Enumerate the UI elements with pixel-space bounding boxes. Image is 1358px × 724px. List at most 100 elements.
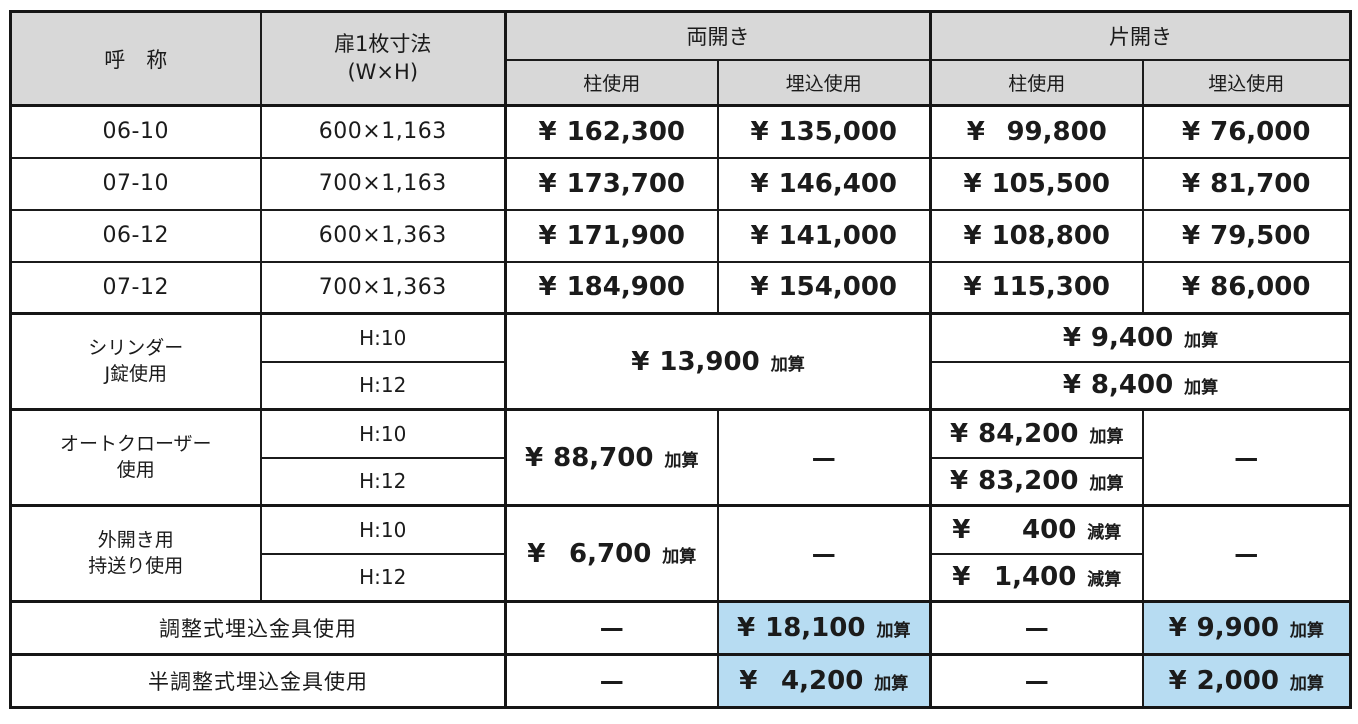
yen-sign: ¥ bbox=[1062, 322, 1081, 353]
subtract-suffix: 減算 bbox=[1087, 570, 1122, 591]
yen-sign: ¥ bbox=[527, 538, 546, 569]
add-suffix: 加算 bbox=[1184, 330, 1219, 351]
header-double-pillar: 柱使用 bbox=[504, 58, 719, 107]
autocloser-row-h12: H:12 ¥83,200 加算 bbox=[11, 457, 1351, 507]
add-suffix: 加算 bbox=[662, 546, 697, 567]
yen-sign: ¥ bbox=[1168, 613, 1187, 643]
price-cell-single-embedded: ¥79,500 bbox=[1141, 208, 1352, 263]
price-cell-double-embedded: ¥135,000 bbox=[716, 104, 932, 159]
size-cell: 600×1,363 bbox=[259, 208, 507, 263]
yen-sign: ¥ bbox=[963, 168, 982, 199]
yen-sign: ¥ bbox=[952, 514, 971, 545]
header-double-embedded: 埋込使用 bbox=[716, 58, 932, 107]
semi-adjustable-double-pillar-cell: — bbox=[504, 653, 719, 709]
autocloser-double-embedded-cell: — bbox=[716, 408, 932, 507]
dash: — bbox=[1234, 443, 1259, 472]
dash: — bbox=[1024, 667, 1049, 695]
price-cell-single-embedded: ¥81,700 bbox=[1141, 156, 1352, 211]
price-cell-double-embedded: ¥146,400 bbox=[716, 156, 932, 211]
yen-sign: ¥ bbox=[525, 442, 544, 473]
yen-sign: ¥ bbox=[1182, 272, 1201, 303]
name-cell: 07-12 bbox=[9, 260, 262, 315]
price-cell-double-pillar: ¥171,900 bbox=[504, 208, 719, 263]
autocloser-single-h12-price-cell: ¥83,200 加算 bbox=[929, 457, 1144, 507]
yen-sign: ¥ bbox=[739, 666, 758, 696]
semi-adjustable-single-embedded-price-cell: ¥2,000 加算 bbox=[1141, 653, 1352, 709]
adjustable-double-pillar-cell: — bbox=[504, 600, 719, 656]
adjustable-single-pillar-cell: — bbox=[929, 600, 1144, 656]
adjustable-single-embedded-price-cell: ¥9,900 加算 bbox=[1141, 600, 1352, 656]
header-double-pillar-label: 柱使用 bbox=[583, 72, 641, 95]
cylinder-single-h10-price-cell: ¥9,400 加算 bbox=[929, 312, 1352, 363]
price-cell-double-pillar: ¥162,300 bbox=[504, 104, 719, 159]
cylinder-row-h12: H:12 ¥8,400 加算 bbox=[11, 361, 1352, 411]
add-suffix: 加算 bbox=[874, 674, 909, 694]
yen-sign: ¥ bbox=[750, 220, 769, 251]
header-door-size: 扉1枚寸法 (W×H) bbox=[259, 10, 507, 107]
header-row-groups: 呼 称 扉1枚寸法 (W×H) 両開き 片開き bbox=[9, 10, 1352, 107]
header-group-single: 片開き bbox=[929, 10, 1352, 61]
outswing-single-h12-price-cell: ¥1,400 減算 bbox=[929, 553, 1144, 603]
autocloser-single-h10-price-cell: ¥84,200 加算 bbox=[929, 408, 1144, 459]
yen-sign: ¥ bbox=[538, 168, 557, 199]
dash: — bbox=[811, 443, 836, 472]
adjustable-double-embedded-price-cell: ¥18,100 加算 bbox=[716, 600, 932, 656]
yen-sign: ¥ bbox=[1182, 168, 1201, 199]
add-suffix: 加算 bbox=[1089, 474, 1124, 495]
size-row-07-10: 07-10 700×1,163 ¥173,700 ¥146,400 ¥105,5… bbox=[9, 156, 1352, 211]
cylinder-single-h12-price-cell: ¥8,400 加算 bbox=[929, 361, 1352, 411]
height-cell-h12: H:12 bbox=[259, 361, 507, 411]
name-cell: 07-10 bbox=[9, 156, 262, 211]
header-name-label: 呼 称 bbox=[104, 47, 168, 72]
price-cell-single-embedded: ¥76,000 bbox=[1141, 104, 1352, 159]
yen-sign: ¥ bbox=[737, 613, 756, 643]
cylinder-label-line2: J錠使用 bbox=[104, 362, 168, 385]
yen-sign: ¥ bbox=[1182, 220, 1201, 251]
add-suffix: 加算 bbox=[664, 450, 699, 471]
height-cell-h12: H:12 bbox=[259, 553, 507, 603]
yen-sign: ¥ bbox=[750, 116, 769, 147]
yen-sign: ¥ bbox=[950, 466, 969, 497]
add-suffix: 加算 bbox=[1089, 426, 1124, 447]
price-cell-double-pillar: ¥173,700 bbox=[504, 156, 719, 211]
size-row-06-10: 06-10 600×1,163 ¥162,300 ¥135,000 ¥99,80… bbox=[9, 104, 1352, 159]
autocloser-row-h10: オートクローザー 使用 H:10 ¥88,700 加算 — ¥84,200 加算 — bbox=[9, 408, 1352, 507]
autocloser-label-line1: オートクローザー bbox=[59, 432, 212, 455]
yen-sign: ¥ bbox=[963, 220, 982, 251]
yen-sign: ¥ bbox=[963, 272, 982, 303]
header-single-embedded: 埋込使用 bbox=[1141, 58, 1352, 107]
height-cell-h10: H:10 bbox=[259, 312, 507, 363]
yen-sign: ¥ bbox=[1182, 116, 1201, 147]
outswing-double-pillar-price-cell: ¥6,700 加算 bbox=[504, 504, 719, 603]
height-cell-h10: H:10 bbox=[259, 504, 507, 555]
outswing-row-h10: 外開き用 持送り使用 H:10 ¥6,700 加算 — ¥400 減算 — bbox=[9, 504, 1352, 603]
yen-sign: ¥ bbox=[952, 562, 971, 593]
header-double-embedded-label: 埋込使用 bbox=[785, 72, 862, 95]
yen-sign: ¥ bbox=[631, 346, 650, 377]
price-cell-single-pillar: ¥99,800 bbox=[929, 104, 1144, 159]
autocloser-label-cell: オートクローザー 使用 bbox=[9, 408, 262, 507]
add-suffix: 加算 bbox=[770, 354, 805, 375]
price-cell-double-embedded: ¥154,000 bbox=[716, 260, 932, 315]
outswing-double-embedded-cell: — bbox=[716, 504, 932, 603]
adjustable-row: 調整式埋込金具使用 — ¥18,100 加算 — ¥9,900 加算 bbox=[9, 600, 1352, 656]
header-row-subcols: 柱使用 埋込使用 柱使用 埋込使用 bbox=[11, 58, 1352, 107]
dash: — bbox=[599, 667, 624, 695]
add-suffix: 加算 bbox=[1289, 621, 1324, 641]
header-door-size-line1: 扉1枚寸法 bbox=[334, 32, 432, 57]
price-cell-single-pillar: ¥108,800 bbox=[929, 208, 1144, 263]
cylinder-row-h10: シリンダー J錠使用 H:10 ¥13,900 加算 ¥9,400 加算 bbox=[9, 312, 1352, 411]
semi-adjustable-double-embedded-price-cell: ¥4,200 加算 bbox=[716, 653, 932, 709]
yen-sign: ¥ bbox=[1168, 666, 1187, 696]
header-group-double-label: 両開き bbox=[686, 24, 750, 49]
cylinder-double-price-cell: ¥13,900 加算 bbox=[504, 312, 932, 411]
header-group-single-label: 片開き bbox=[1109, 24, 1172, 49]
price-cell-single-pillar: ¥115,300 bbox=[929, 260, 1144, 315]
yen-sign: ¥ bbox=[1062, 370, 1081, 401]
name-cell: 06-12 bbox=[9, 208, 262, 263]
outswing-label-line2: 持送り使用 bbox=[88, 554, 184, 577]
yen-sign: ¥ bbox=[538, 272, 557, 303]
size-cell: 600×1,163 bbox=[259, 104, 507, 159]
price-cell-single-pillar: ¥105,500 bbox=[929, 156, 1144, 211]
